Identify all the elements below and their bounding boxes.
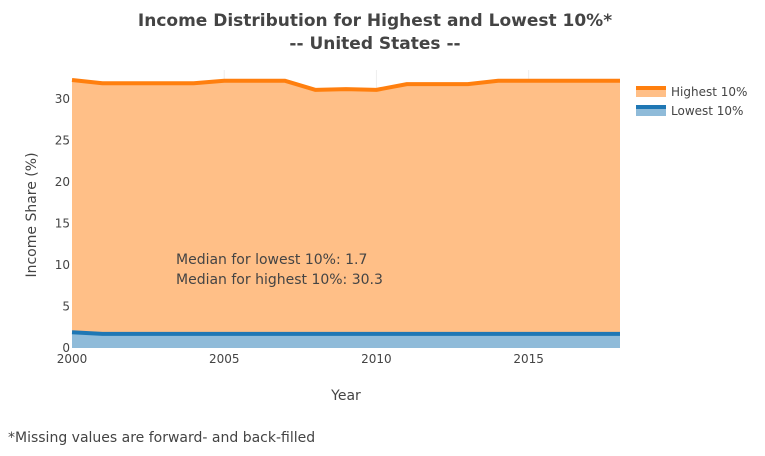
y-axis-ticks: 0 5 10 15 20 25 30	[55, 92, 70, 355]
series-areas	[72, 80, 620, 348]
y-tick-5: 5	[62, 300, 70, 314]
y-tick-0: 0	[62, 341, 70, 355]
y-tick-10: 10	[55, 258, 70, 272]
x-tick-2000: 2000	[57, 352, 88, 366]
line-lowest-10	[71, 330, 620, 336]
legend-item-highest[interactable]: Highest 10%	[636, 85, 747, 99]
x-tick-2005: 2005	[209, 352, 240, 366]
x-axis-ticks: 2000 2005 2010 2015	[57, 352, 544, 366]
chart-subtitle: -- United States --	[289, 34, 461, 54]
series-lines	[71, 78, 620, 336]
area-highest-10	[72, 80, 620, 348]
chart-title: Income Distribution for Highest and Lowe…	[137, 11, 613, 31]
annotation-highest-median: Median for highest 10%: 30.3	[176, 272, 383, 288]
legend-label-highest: Highest 10%	[671, 85, 747, 99]
annotation-lowest-median: Median for lowest 10%: 1.7	[176, 252, 367, 268]
line-highest-10	[71, 78, 620, 92]
x-tick-2015: 2015	[513, 352, 544, 366]
x-axis-title: Year	[330, 388, 361, 404]
median-annotations: Median for lowest 10%: 1.7 Median for hi…	[176, 252, 383, 288]
area-lowest-10	[72, 332, 620, 348]
legend-swatch-fill-lowest	[636, 106, 666, 116]
chart-title-block: Income Distribution for Highest and Lowe…	[0, 10, 750, 56]
y-tick-15: 15	[55, 217, 70, 231]
legend: Highest 10% Lowest 10%	[636, 85, 747, 118]
legend-swatch-fill-highest	[636, 87, 666, 97]
x-tick-2010: 2010	[361, 352, 392, 366]
y-tick-25: 25	[55, 134, 70, 148]
y-axis-title: Income Share (%)	[24, 152, 40, 277]
legend-label-lowest: Lowest 10%	[671, 104, 743, 118]
footnote: *Missing values are forward- and back-fi…	[8, 430, 316, 446]
y-tick-30: 30	[55, 92, 70, 106]
legend-item-lowest[interactable]: Lowest 10%	[636, 104, 743, 118]
y-tick-20: 20	[55, 175, 70, 189]
